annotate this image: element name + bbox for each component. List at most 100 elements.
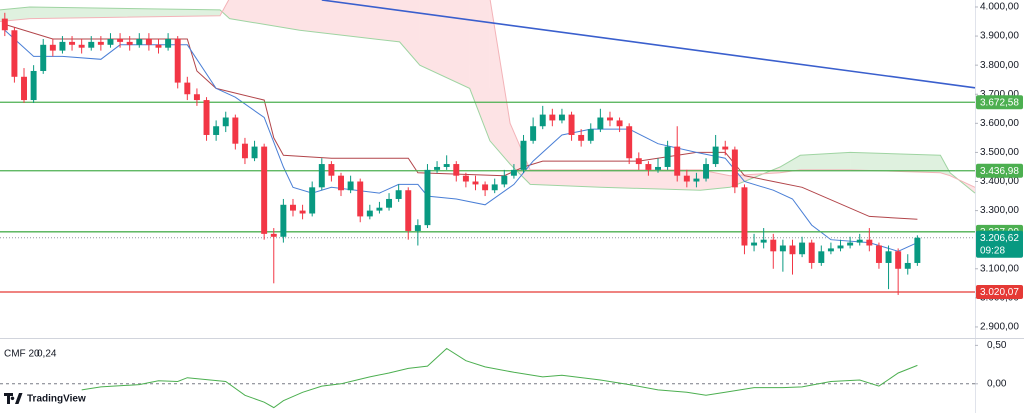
candle-body: [712, 146, 719, 165]
candle-body: [318, 164, 325, 188]
cloud-segment: [299, 0, 400, 42]
cloud-segment: [800, 152, 851, 170]
candle-body: [1, 18, 8, 31]
candle-body: [472, 181, 479, 185]
candle-body: [155, 44, 162, 48]
candle-body: [386, 198, 393, 208]
cloud-segment: [469, 0, 490, 141]
candle-body: [856, 239, 863, 243]
y-tick-label: 3.800,00: [980, 60, 1019, 71]
candle-body: [693, 178, 700, 182]
candle-body: [837, 245, 844, 249]
candle-body: [357, 181, 364, 217]
candle-body: [414, 225, 421, 231]
countdown: 09:28: [980, 245, 1005, 256]
candle-body: [799, 242, 806, 255]
y-tick-label: 3.700,00: [980, 89, 1019, 100]
candle-body: [280, 204, 287, 237]
y-tick-label: 3.900,00: [980, 31, 1019, 42]
y-tick-label: 2.900,00: [980, 322, 1019, 333]
candle-body: [88, 41, 95, 48]
candle-body: [597, 117, 604, 130]
y-tick-label: 0,00: [987, 378, 1007, 389]
candle-body: [117, 38, 124, 42]
candle-body: [501, 175, 508, 185]
candle-body: [703, 164, 710, 179]
candle-body: [818, 251, 825, 263]
last-price-badge: [976, 230, 1023, 258]
cloud-segment: [229, 0, 300, 31]
cloud-segment: [399, 0, 420, 66]
candle-body: [827, 248, 834, 252]
y-tick-label: 3.500,00: [980, 147, 1019, 158]
candle-body: [655, 166, 661, 170]
candle-body: [338, 175, 344, 191]
candle-body: [290, 204, 296, 211]
candle-body: [299, 210, 306, 214]
candle-body: [779, 245, 786, 252]
candle-body: [443, 164, 450, 167]
candle-body: [30, 70, 37, 101]
candle-body: [770, 239, 777, 252]
candle-body: [626, 126, 633, 159]
candle-body: [808, 242, 815, 263]
candle-body: [145, 38, 152, 45]
cloud-segment: [29, 6, 220, 19]
candle-body: [683, 175, 690, 182]
level-label: 3.436,98: [980, 166, 1019, 177]
candle-body: [309, 187, 316, 214]
candle-body: [914, 237, 921, 263]
candle-body: [539, 114, 546, 127]
level-badge: [976, 163, 1023, 178]
candle-body: [491, 184, 498, 191]
candle-body: [549, 114, 556, 121]
candle-body: [482, 184, 489, 191]
candle-body: [78, 44, 85, 48]
candle-body: [606, 117, 613, 121]
candle-body: [241, 143, 248, 159]
candle-body: [184, 82, 191, 95]
cloud-segment: [489, 0, 511, 165]
indicator-line: [321, 0, 976, 89]
candle-body: [587, 129, 594, 141]
cmf-line: [81, 347, 918, 409]
level-badge: [976, 285, 1023, 300]
candle-body: [97, 41, 104, 45]
indicator-line: [4, 29, 918, 252]
cloud-span-b: [0, 0, 976, 188]
candle-body: [174, 38, 181, 83]
candle-body: [126, 41, 133, 45]
candle-body: [376, 207, 383, 211]
candle-body: [616, 120, 623, 127]
candle-body: [904, 262, 911, 269]
logo: TradingView: [4, 393, 86, 405]
candle-body: [789, 245, 796, 255]
candle-body: [213, 126, 220, 135]
y-tick-label: 3.400,00: [980, 176, 1019, 187]
candle-body: [69, 41, 76, 45]
candle-body: [760, 239, 767, 243]
level-badge: [976, 95, 1023, 110]
candle-body: [885, 251, 892, 263]
candle-body: [203, 100, 210, 135]
candle-body: [59, 41, 66, 51]
candle-body: [165, 38, 172, 48]
candle-body: [424, 169, 431, 226]
candle-body: [674, 146, 681, 176]
level-label: 3.020,07: [980, 287, 1019, 298]
candle-body: [347, 181, 354, 191]
candle-body: [462, 175, 469, 182]
candle-body: [875, 245, 882, 263]
candle-body: [107, 38, 114, 45]
candle-body: [558, 114, 565, 121]
cloud-segment: [780, 155, 801, 173]
y-tick-label: 3.600,00: [980, 118, 1019, 129]
candle-body: [866, 239, 873, 246]
candle-body: [847, 242, 854, 246]
candle-body: [366, 210, 373, 217]
y-tick-label: 0,50: [987, 340, 1007, 351]
candle-body: [49, 44, 56, 51]
cloud-segment: [219, 0, 230, 19]
level-label: 3.672,58: [980, 97, 1019, 108]
